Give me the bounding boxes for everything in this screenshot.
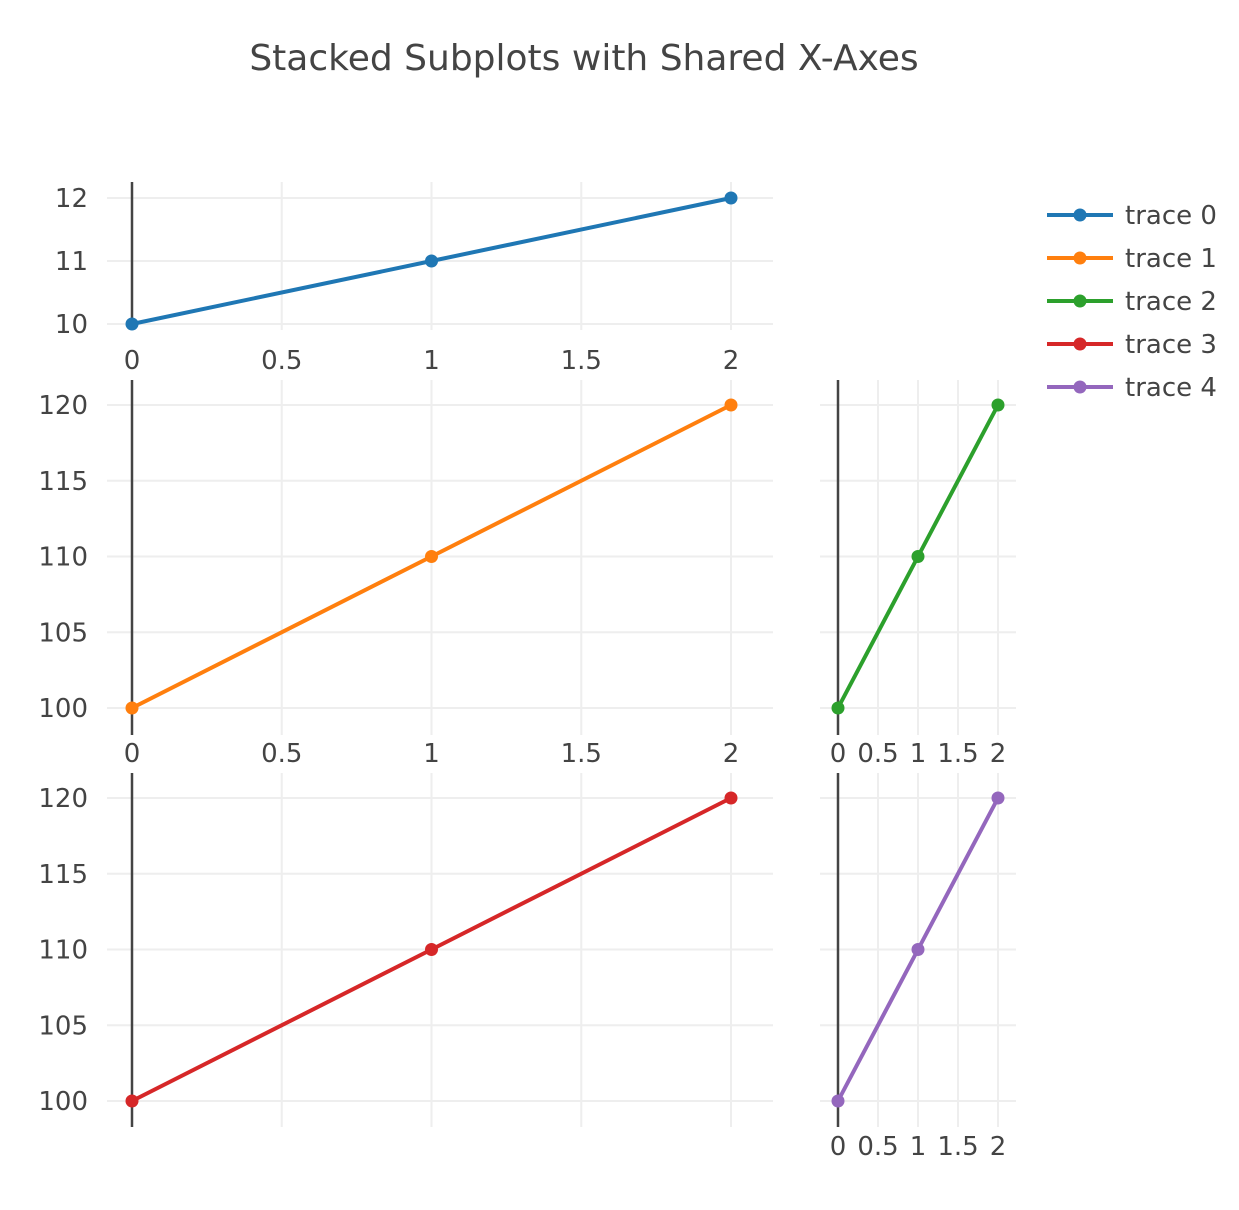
data-point-trace-0: [125, 317, 139, 331]
x-tick-label: 0: [124, 346, 141, 376]
x-tick-label: 1.5: [937, 739, 978, 769]
y-tick-label: 12: [55, 184, 88, 214]
legend-item-trace-4[interactable]: trace 4: [1047, 373, 1217, 403]
x-tick-label: 0.5: [261, 346, 302, 376]
y-tick-label: 115: [38, 860, 88, 890]
legend-swatch-marker: [1073, 380, 1087, 394]
y-tick-label: 110: [38, 543, 88, 573]
y-tick-label: 100: [38, 1087, 88, 1117]
y-tick-label: 105: [38, 618, 88, 648]
x-tick-label: 0.5: [857, 1132, 898, 1162]
legend-item-trace-1[interactable]: trace 1: [1047, 244, 1217, 274]
y-tick-label: 120: [38, 784, 88, 814]
data-point-trace-2: [831, 701, 845, 715]
x-tick-label: 1.5: [561, 346, 602, 376]
data-point-trace-4: [911, 943, 925, 956]
legend-swatch-marker: [1073, 251, 1087, 265]
legend-item-trace-3[interactable]: trace 3: [1047, 330, 1217, 360]
x-tick-label: 1.5: [561, 739, 602, 769]
x-tick-label: 0.5: [857, 739, 898, 769]
data-point-trace-1: [724, 398, 738, 412]
data-point-trace-2: [991, 398, 1005, 412]
legend-swatch-marker: [1073, 208, 1087, 222]
legend-label: trace 4: [1125, 373, 1217, 403]
legend-label: trace 1: [1125, 244, 1217, 274]
data-point-trace-4: [831, 1094, 845, 1108]
data-point-trace-0: [724, 191, 738, 205]
x-tick-label: 2: [990, 739, 1007, 769]
legend-item-trace-2[interactable]: trace 2: [1047, 287, 1217, 317]
x-tick-label: 1.5: [937, 1132, 978, 1162]
x-tick-label: 1: [910, 1132, 927, 1162]
y-tick-label: 110: [38, 936, 88, 966]
subplot-trace-1: 100 105 110 115 120 0 0.5 1 1.5 2: [38, 380, 773, 769]
y-tick-label: 100: [38, 694, 88, 724]
data-point-trace-2: [911, 550, 925, 563]
subplot-trace-3: 100 105 110 115 120: [38, 773, 773, 1127]
x-tick-label: 0: [124, 739, 141, 769]
x-tick-label: 0: [830, 739, 847, 769]
legend-swatch-marker: [1073, 337, 1087, 351]
data-point-trace-3: [125, 1094, 139, 1108]
x-tick-label: 0: [830, 1132, 847, 1162]
legend-swatch-marker: [1073, 294, 1087, 308]
legend: trace 0 trace 1 trace 2 trace 3 trace 4: [1047, 201, 1217, 403]
x-tick-label: 1: [423, 346, 440, 376]
x-tick-label: 2: [723, 346, 740, 376]
y-tick-label: 105: [38, 1011, 88, 1041]
x-tick-label: 0.5: [261, 739, 302, 769]
subplot-trace-2: 0 0.5 1 1.5 2: [820, 380, 1016, 769]
chart-title: Stacked Subplots with Shared X-Axes: [249, 38, 918, 79]
legend-label: trace 0: [1125, 201, 1217, 231]
subplot-trace-4: 0 0.5 1 1.5 2: [820, 773, 1016, 1162]
x-tick-label: 1: [910, 739, 927, 769]
x-tick-label: 2: [723, 739, 740, 769]
y-tick-label: 115: [38, 467, 88, 497]
data-point-trace-1: [125, 701, 139, 715]
legend-label: trace 2: [1125, 287, 1217, 317]
legend-label: trace 3: [1125, 330, 1217, 360]
data-point-trace-1: [425, 550, 438, 563]
x-tick-label: 2: [990, 1132, 1007, 1162]
data-point-trace-4: [991, 791, 1005, 805]
data-point-trace-0: [425, 254, 438, 268]
data-point-trace-3: [724, 791, 738, 805]
data-point-trace-3: [425, 943, 438, 956]
x-tick-label: 1: [423, 739, 440, 769]
subplot-trace-0: 10 11 12 0 0.5 1 1.5 2: [55, 182, 773, 376]
legend-item-trace-0[interactable]: trace 0: [1047, 201, 1217, 231]
y-tick-label: 10: [55, 310, 88, 340]
y-tick-label: 11: [55, 247, 88, 277]
y-tick-label: 120: [38, 391, 88, 421]
